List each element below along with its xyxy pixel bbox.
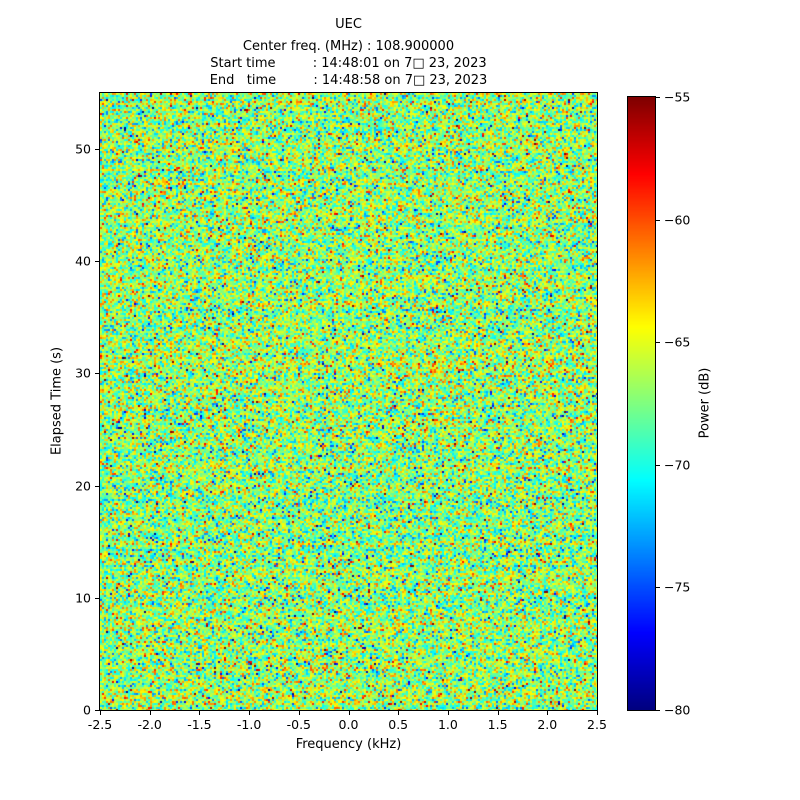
x-tick-label: 0.5 xyxy=(388,717,409,732)
x-tick-mark xyxy=(497,711,499,715)
x-tick-label: -1.5 xyxy=(187,717,212,732)
x-tick-mark xyxy=(199,711,201,715)
x-tick-label: -2.0 xyxy=(137,717,162,732)
y-tick-mark xyxy=(95,261,99,263)
colorbar-tick-mark xyxy=(656,97,660,98)
y-axis-label: Elapsed Time (s) xyxy=(49,346,65,456)
colorbar-tick-mark xyxy=(656,219,660,221)
colorbar-tick-label: −65 xyxy=(664,334,691,350)
x-tick-mark xyxy=(597,711,598,715)
colorbar-tick-mark xyxy=(656,710,660,711)
y-tick-mark xyxy=(95,597,99,599)
heatmap-canvas xyxy=(100,93,597,710)
y-tick-mark xyxy=(95,149,99,151)
y-tick-label: 20 xyxy=(75,478,91,494)
y-tick-label: 40 xyxy=(75,253,91,269)
colorbar-label: Power (dB) xyxy=(697,367,713,439)
x-tick-label: -2.5 xyxy=(87,717,113,732)
chart-header: Center freq. (MHz) : 108.900000 Start ti… xyxy=(60,38,637,89)
x-tick-mark xyxy=(547,711,549,715)
y-tick-label: 30 xyxy=(75,365,91,381)
x-tick-label: 2.5 xyxy=(587,717,607,732)
x-tick-label: -0.5 xyxy=(286,717,311,732)
y-tick-mark xyxy=(95,710,99,711)
x-tick-mark xyxy=(298,711,300,715)
chart-title: UEC xyxy=(335,17,362,32)
x-tick-label: 1.0 xyxy=(437,717,458,732)
x-tick-mark xyxy=(249,711,251,715)
colorbar-tick-label: −70 xyxy=(664,457,691,473)
colorbar-tick-label: −80 xyxy=(664,702,691,718)
x-tick-mark xyxy=(100,711,101,715)
x-axis-label: Frequency (kHz) xyxy=(295,737,402,752)
x-tick-label: 1.5 xyxy=(487,717,508,732)
heatmap-plot-area xyxy=(99,92,598,711)
start-time-line: Start time : 14:48:01 on 7□ 23, 2023 xyxy=(210,56,487,71)
x-tick-label: 0.0 xyxy=(338,717,359,732)
x-tick-mark xyxy=(348,711,350,715)
colorbar-tick-mark xyxy=(656,587,660,589)
colorbar xyxy=(627,96,656,711)
x-tick-label: 2.0 xyxy=(537,717,558,732)
y-tick-mark xyxy=(95,485,99,487)
colorbar-tick-mark xyxy=(656,464,660,466)
colorbar-tick-mark xyxy=(656,342,660,344)
y-tick-label: 50 xyxy=(75,141,91,157)
center-frequency-line: Center freq. (MHz) : 108.900000 xyxy=(242,39,455,54)
colorbar-tick-label: −60 xyxy=(664,212,691,228)
colorbar-tick-label: −75 xyxy=(664,579,691,595)
x-tick-mark xyxy=(398,711,400,715)
y-tick-label: 10 xyxy=(75,590,91,606)
y-tick-label: 0 xyxy=(83,702,91,718)
x-tick-mark xyxy=(447,711,449,715)
colorbar-tick-label: −55 xyxy=(664,89,691,105)
colorbar-canvas xyxy=(628,97,655,710)
y-tick-mark xyxy=(95,373,99,375)
x-tick-label: -1.0 xyxy=(236,717,262,732)
x-tick-mark xyxy=(149,711,151,715)
end-time-line: End time : 14:48:58 on 7□ 23, 2023 xyxy=(209,73,488,88)
